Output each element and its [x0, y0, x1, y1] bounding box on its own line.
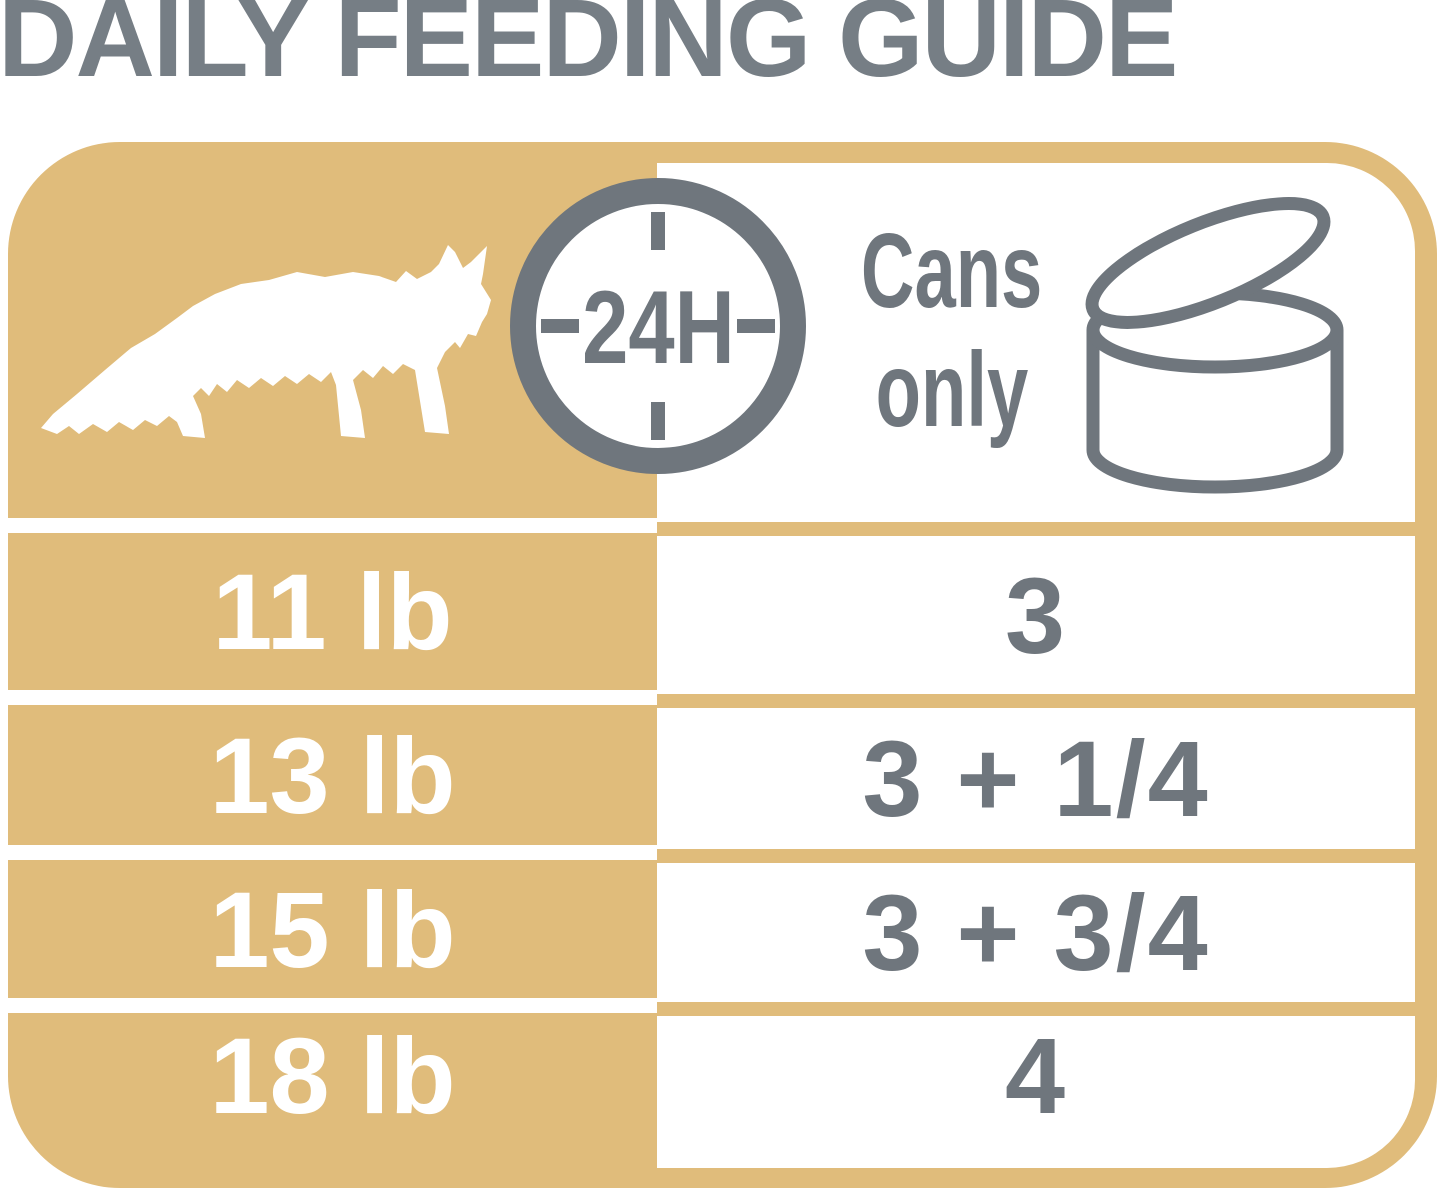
cans-cell: 3 + 3/4	[657, 863, 1415, 1002]
row-separator	[657, 1002, 1415, 1016]
24h-clock-icon: 24H	[510, 178, 806, 474]
weight-cell: 13 lb	[8, 705, 657, 845]
row-separator	[657, 694, 1415, 708]
feeding-guide-table: 24H Cans only 11 lb 13 lb 15 lb 18 lb 3 …	[8, 142, 1437, 1188]
page-title: DAILY FEEDING GUIDE	[0, 0, 1178, 100]
clock-tick-3	[737, 319, 775, 333]
row-separator	[657, 849, 1415, 863]
cans-value: 3	[1004, 554, 1068, 676]
weight-value: 15 lb	[209, 868, 456, 990]
cans-value: 3 + 3/4	[862, 872, 1210, 993]
weight-cell: 18 lb	[8, 1013, 657, 1137]
weight-value: 11 lb	[212, 551, 453, 672]
row-separator	[657, 522, 1415, 536]
weight-cell: 11 lb	[8, 533, 657, 690]
clock-tick-9	[541, 319, 579, 333]
cat-silhouette-icon	[35, 222, 505, 452]
row-separator	[8, 845, 657, 860]
cans-only-header: Cans only	[822, 212, 1082, 449]
clock-tick-12	[651, 212, 665, 250]
weight-value: 13 lb	[209, 714, 456, 836]
weight-cell: 15 lb	[8, 860, 657, 998]
cans-only-line2: only	[875, 330, 1029, 449]
clock-24h-label: 24H	[581, 270, 735, 386]
cans-value: 3 + 1/4	[862, 718, 1210, 839]
cans-only-line1: Cans	[861, 212, 1043, 330]
open-can-icon	[1080, 185, 1350, 495]
weight-value: 18 lb	[209, 1014, 456, 1136]
cans-cell: 3	[657, 536, 1415, 694]
row-separator	[8, 690, 657, 705]
clock-tick-6	[651, 402, 665, 440]
row-separator	[8, 518, 657, 533]
cans-value: 4	[1004, 1014, 1068, 1136]
cans-cell: 3 + 1/4	[657, 708, 1415, 849]
cans-cell: 4	[657, 1015, 1415, 1136]
row-separator	[8, 998, 657, 1013]
